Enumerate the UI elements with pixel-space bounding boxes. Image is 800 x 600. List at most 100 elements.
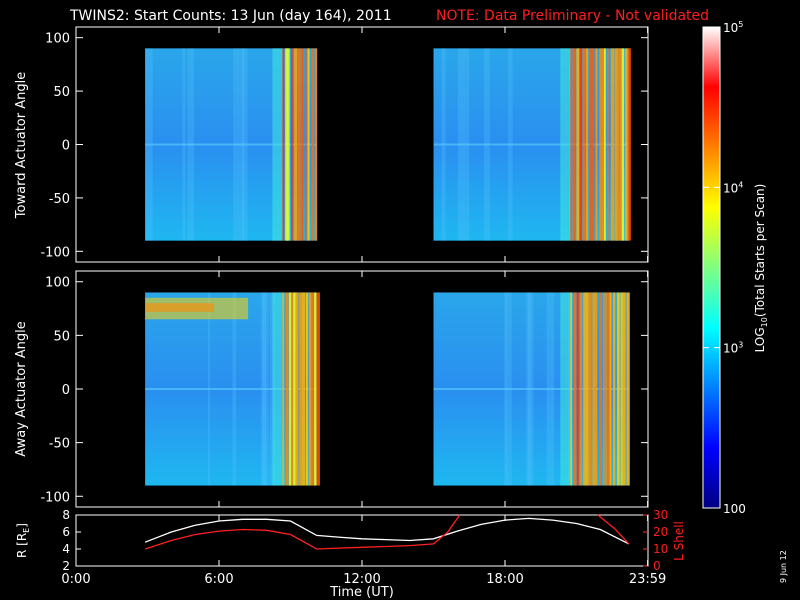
high-count-streak xyxy=(288,292,292,486)
colorbar-label: LOG10(Total Starts per Scan) xyxy=(753,184,769,353)
zero-angle-line xyxy=(433,388,629,390)
high-count-streak xyxy=(579,48,583,241)
colorbar-tick-label: 104 xyxy=(723,180,743,195)
high-count-streak xyxy=(311,292,315,486)
away-spectrogram xyxy=(145,292,630,486)
high-count-streak xyxy=(570,48,573,241)
high-count-streak xyxy=(307,48,310,241)
high-count-streak xyxy=(621,48,625,241)
zero-angle-line xyxy=(145,143,317,146)
ephemeris-y-ticks: 2 4 6 8 xyxy=(62,508,81,573)
preliminary-note: NOTE: Data Preliminary - Not validated xyxy=(436,8,709,24)
high-count-streak xyxy=(588,292,592,486)
y-tick-label: 0 xyxy=(62,383,70,398)
transition-band xyxy=(272,48,283,241)
high-count-streak xyxy=(287,48,290,241)
high-count-streak xyxy=(627,48,631,241)
high-angle-enhancement xyxy=(145,303,214,312)
high-count-streak xyxy=(576,48,580,241)
high-count-streak xyxy=(290,292,295,486)
toward-y-ticks: 100 50 0 -50 -100 xyxy=(40,32,648,260)
y-tick-label: -100 xyxy=(40,245,70,260)
high-count-streak xyxy=(617,48,620,241)
x-tick-label: 6:00 xyxy=(204,572,233,587)
high-count-streak xyxy=(583,292,587,486)
chart-title: TWINS2: Start Counts: 13 Jun (day 164), … xyxy=(69,8,392,24)
y-tick-label: -50 xyxy=(49,437,70,452)
high-count-streak xyxy=(576,292,579,486)
colorbar-tick-label: 100 xyxy=(723,502,746,516)
high-count-streak xyxy=(610,48,615,241)
high-count-streak xyxy=(299,292,303,486)
x-tick-label: 12:00 xyxy=(343,572,380,587)
x-tick-label: 23:59 xyxy=(629,572,666,587)
r-tick-label: 8 xyxy=(62,508,70,522)
y-tick-label: 100 xyxy=(45,32,70,47)
high-count-streak xyxy=(314,292,317,486)
high-count-streak xyxy=(573,292,577,486)
y-tick-label: -50 xyxy=(49,192,70,207)
high-count-streak xyxy=(302,292,306,486)
colorbar-ticks: 105 104 103 100 xyxy=(703,20,746,516)
y-tick-label: 0 xyxy=(62,139,70,154)
ephemeris-lines xyxy=(144,514,630,550)
zero-angle-line xyxy=(145,388,317,390)
l-shell-axis-label: L Shell xyxy=(672,521,686,561)
l-shell-series-line xyxy=(144,514,461,550)
high-count-streak xyxy=(599,48,602,241)
away-y-label: Away Actuator Angle xyxy=(14,321,29,456)
l-shell-tick-label: 10 xyxy=(653,542,668,556)
y-tick-label: 50 xyxy=(53,85,70,100)
high-count-streak xyxy=(301,48,304,241)
high-count-streak xyxy=(305,292,308,486)
high-count-streak xyxy=(592,48,595,241)
colorbar-tick-label: 105 xyxy=(723,20,743,35)
high-count-streak xyxy=(620,292,623,486)
toward-spectrogram xyxy=(145,48,631,241)
high-count-streak xyxy=(614,48,618,241)
high-count-streak xyxy=(595,292,598,486)
x-tick-label: 18:00 xyxy=(486,572,523,587)
high-count-streak xyxy=(601,48,606,241)
high-count-streak xyxy=(570,292,573,486)
ephemeris-frame xyxy=(75,514,649,567)
date-stamp: 9 Jun 12 xyxy=(779,550,788,583)
ephemeris-panel: 2 4 6 8 0 10 20 30 0:00 6:00 12:00 18:00 23:59 R [… xyxy=(15,508,686,600)
high-count-streak xyxy=(315,48,318,241)
high-count-streak xyxy=(308,292,312,486)
high-count-streak xyxy=(622,292,626,486)
r-axis-label: R [RE] xyxy=(15,523,31,558)
x-axis-label: Time (UT) xyxy=(329,585,394,600)
high-count-streak xyxy=(297,48,301,241)
high-count-streak xyxy=(602,292,605,486)
zero-angle-line xyxy=(433,143,629,146)
high-count-streak xyxy=(573,48,576,241)
high-count-streak xyxy=(592,292,596,486)
high-count-streak xyxy=(282,292,285,486)
l-shell-series-line xyxy=(597,514,630,545)
high-count-streak xyxy=(585,48,589,241)
high-count-streak xyxy=(606,48,609,241)
high-count-streak xyxy=(612,292,616,486)
high-count-streak xyxy=(626,292,630,486)
toward-y-label: Toward Actuator Angle xyxy=(14,72,29,219)
high-count-streak xyxy=(285,48,289,241)
high-count-streak xyxy=(294,48,298,241)
toward-x-ticks xyxy=(75,27,649,262)
high-count-streak xyxy=(607,292,611,486)
colorbar-strip xyxy=(702,26,721,509)
y-tick-label: 100 xyxy=(45,276,70,291)
transition-band xyxy=(272,292,283,486)
high-count-streak xyxy=(580,292,583,486)
toward-panel: 100 50 0 -50 -100 Toward Actuator Angle xyxy=(14,26,649,263)
high-count-streak xyxy=(316,292,320,486)
x-tick-label: 0:00 xyxy=(61,572,90,587)
transition-band xyxy=(560,48,571,241)
high-count-streak xyxy=(582,48,586,241)
l-shell-tick-label: 20 xyxy=(653,525,668,539)
r-tick-label: 2 xyxy=(62,559,70,573)
high-count-streak xyxy=(291,48,293,241)
high-count-streak xyxy=(616,292,620,486)
high-count-streak xyxy=(295,292,299,486)
